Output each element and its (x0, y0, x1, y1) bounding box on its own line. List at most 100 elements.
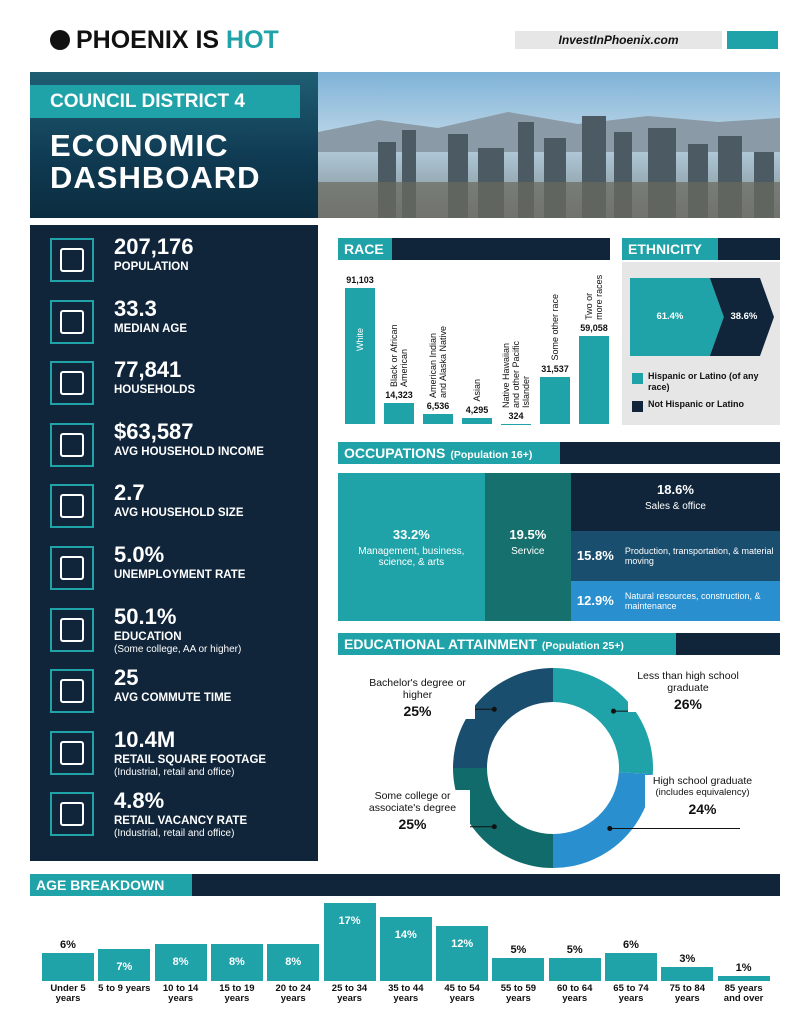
section-title-box: RACE (338, 238, 392, 260)
section-title: OCCUPATIONS (344, 445, 445, 461)
stat-icon-inner (60, 741, 84, 765)
value-label: 14% (380, 929, 432, 941)
stat-label: EDUCATION (114, 631, 182, 643)
donut-value: 26% (628, 696, 748, 712)
value-label: 3% (661, 953, 713, 965)
cell-value: 33.2% (338, 527, 485, 542)
stat-value: 77,841 (114, 357, 181, 383)
value-label: 14,323 (374, 390, 424, 400)
category-label: Asian (472, 379, 482, 402)
cell-value: 18.6% (571, 482, 780, 497)
stat-note: (Some college, AA or higher) (114, 644, 241, 655)
donut-label: High school graduate(includes equivalenc… (645, 775, 760, 817)
leader-dot (611, 709, 616, 714)
donut-note: (includes equivalency) (645, 787, 760, 799)
cell-label: Production, transportation, & material m… (625, 534, 776, 579)
section-subtitle: (Population 16+) (450, 449, 532, 461)
stat-value: 50.1% (114, 604, 176, 630)
category-label: Native Hawaiian and other Pacific Island… (501, 330, 531, 408)
stat-label: AVG COMMUTE TIME (114, 692, 231, 704)
section-title-box: EDUCATIONAL ATTAINMENT (Population 25+) (338, 633, 676, 655)
legend-label: Not Hispanic or Latino (648, 399, 773, 410)
donut-category: Bachelor's degree or higher (360, 677, 475, 701)
stat-note: (Industrial, retail and office) (114, 828, 234, 839)
value-label: 8% (267, 956, 319, 968)
category-label: Two or more races (584, 270, 604, 320)
value-label: 38.6% (719, 311, 769, 322)
section-title: ETHNICITY (628, 241, 702, 257)
donut-value: 25% (360, 703, 475, 719)
stat-icon-inner (60, 310, 84, 334)
stat-icon-inner (60, 433, 84, 457)
value-label: 12% (436, 938, 488, 950)
category-label: American Indian and Alaska Native (428, 320, 448, 398)
bar (661, 967, 713, 981)
leader-dot (492, 707, 497, 712)
category-label: 45 to 54 years (435, 984, 489, 1004)
bar (540, 377, 570, 424)
value-label: 5% (549, 944, 601, 956)
stat-label: UNEMPLOYMENT RATE (114, 569, 245, 581)
stat-value: 10.4M (114, 727, 175, 753)
bar (345, 288, 375, 424)
section-title-box: AGE BREAKDOWN (30, 874, 192, 896)
stat-icon-inner (60, 802, 84, 826)
stat-value: 33.3 (114, 296, 157, 322)
stat-label: RETAIL VACANCY RATE (114, 815, 247, 827)
section-title: AGE BREAKDOWN (36, 877, 164, 893)
section-title-box: ETHNICITY (622, 238, 718, 260)
category-label: 20 to 24 years (266, 984, 320, 1004)
stat-icon-inner (60, 371, 84, 395)
cell-value: 12.9% (577, 593, 614, 608)
donut-category: High school graduate (645, 775, 760, 787)
category-label: Black or African American (389, 309, 409, 387)
stat-label: RETAIL SQUARE FOOTAGE (114, 754, 266, 766)
category-label: 5 to 9 years (97, 984, 151, 994)
category-label: 65 to 74 years (604, 984, 658, 1004)
stat-label: AVG HOUSEHOLD SIZE (114, 507, 244, 519)
stat-label: POPULATION (114, 261, 189, 273)
donut-category: Less than high school graduate (628, 670, 748, 694)
donut-value: 25% (355, 816, 470, 832)
cell-label: Sales & office (577, 501, 774, 512)
category-label: 75 to 84 years (660, 984, 714, 1004)
stat-value: 207,176 (114, 234, 194, 260)
stat-value: 5.0% (114, 542, 164, 568)
section-title: EDUCATIONAL ATTAINMENT (344, 636, 537, 652)
value-label: 61.4% (645, 311, 695, 322)
cell-label: Natural resources, construction, & maint… (625, 584, 776, 620)
value-label: 31,537 (530, 364, 580, 374)
category-label: Some other race (550, 294, 560, 361)
legend-swatch (632, 373, 643, 384)
category-label: 55 to 59 years (491, 984, 545, 1004)
donut-label: Less than high school graduate 26% (628, 670, 748, 712)
value-label: 5% (492, 944, 544, 956)
stat-note: (Industrial, retail and office) (114, 767, 234, 778)
category-label: 25 to 34 years (323, 984, 377, 1004)
cell-label: Service (491, 546, 565, 557)
donut-label: Bachelor's degree or higher 25% (360, 677, 475, 719)
stat-icon-inner (60, 679, 84, 703)
value-label: 6% (42, 939, 94, 951)
bar (384, 403, 414, 424)
cell-value: 15.8% (577, 548, 614, 563)
section-title-box: OCCUPATIONS (Population 16+) (338, 442, 560, 464)
donut-slice (553, 772, 653, 868)
leader-dot (607, 826, 612, 831)
stat-icon-inner (60, 556, 84, 580)
bar (492, 958, 544, 981)
section-subtitle: (Population 25+) (542, 640, 624, 652)
cell-label: Management, business, science, & arts (344, 546, 479, 568)
stat-value: 4.8% (114, 788, 164, 814)
stat-icon-inner (60, 494, 84, 518)
value-label: 17% (324, 915, 376, 927)
value-label: 8% (211, 956, 263, 968)
cell-value: 19.5% (485, 527, 571, 542)
stat-label: MEDIAN AGE (114, 323, 187, 335)
category-label: White (355, 328, 365, 351)
stat-label: AVG HOUSEHOLD INCOME (114, 446, 264, 458)
bar (579, 336, 609, 424)
stat-icon-inner (60, 618, 84, 642)
section-title: RACE (344, 241, 384, 257)
